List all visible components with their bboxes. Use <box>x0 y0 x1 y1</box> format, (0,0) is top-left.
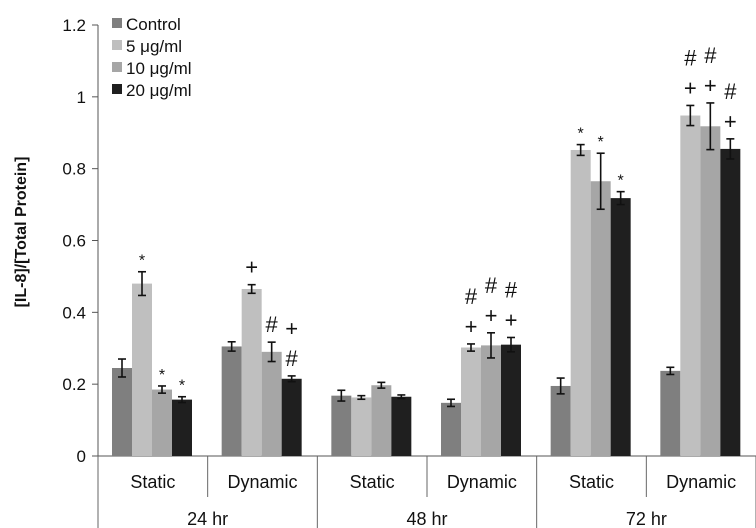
significance-plus: + <box>724 109 737 134</box>
bar <box>281 378 302 456</box>
bar <box>241 288 262 456</box>
category-label: Static <box>130 472 175 492</box>
y-tick-label: 0.8 <box>62 160 86 179</box>
y-tick-label: 1.2 <box>62 16 86 35</box>
group-label: 48 hr <box>406 509 447 528</box>
y-tick-label: 1 <box>77 88 86 107</box>
significance-star: * <box>578 126 584 143</box>
bar <box>680 115 701 456</box>
y-tick-label: 0.4 <box>62 303 86 322</box>
significance-plus: + <box>245 255 258 280</box>
legend-swatch <box>112 84 122 94</box>
legend-entry: 5 μg/ml <box>126 37 182 56</box>
bar <box>570 149 591 457</box>
bar <box>610 198 631 456</box>
bar <box>501 344 521 456</box>
significance-plus: + <box>485 303 498 328</box>
category-label: Dynamic <box>227 472 297 492</box>
bar <box>700 126 721 456</box>
significance-hash: # <box>485 273 498 298</box>
bar <box>261 351 282 456</box>
legend-swatch <box>112 40 122 50</box>
bar <box>550 385 571 456</box>
category-label: Static <box>569 472 614 492</box>
significance-hash: # <box>465 284 478 309</box>
bar <box>351 397 372 456</box>
significance-star: * <box>179 378 185 395</box>
legend-entry: 10 μg/ml <box>126 59 192 78</box>
significance-plus: + <box>285 316 298 341</box>
bar <box>221 346 242 456</box>
bar <box>112 368 132 456</box>
significance-plus: + <box>505 307 518 332</box>
significance-hash: # <box>724 79 737 104</box>
bar <box>590 181 611 457</box>
y-tick-label: 0.6 <box>62 232 86 251</box>
bar <box>371 385 392 456</box>
significance-hash: # <box>266 312 279 337</box>
significance-plus: + <box>704 73 717 98</box>
legend-swatch <box>112 18 122 28</box>
y-tick-label: 0.2 <box>62 375 86 394</box>
category-label: Static <box>350 472 395 492</box>
significance-star: * <box>598 134 604 151</box>
significance-star: * <box>618 173 624 190</box>
significance-hash: # <box>505 277 518 302</box>
significance-star: * <box>159 367 165 384</box>
bar <box>172 399 192 456</box>
y-tick-label: 0 <box>77 447 86 466</box>
significance-hash: # <box>704 43 717 68</box>
legend-swatch <box>112 62 122 72</box>
y-axis-label: [IL-8]/[Total Protein] <box>13 157 30 308</box>
significance-plus: + <box>684 75 697 100</box>
significance-hash: # <box>684 45 697 70</box>
bar <box>441 402 461 456</box>
significance-hash: # <box>286 346 299 371</box>
bars <box>112 102 741 457</box>
bar <box>660 370 681 456</box>
bar <box>461 347 481 456</box>
axes: 0 0.2 0.4 0.6 0.8 1 1.2 Static Dynamic Static Dyna… <box>62 16 756 528</box>
group-label: 24 hr <box>187 509 228 528</box>
bar <box>132 283 152 456</box>
legend-entry: Control <box>126 15 181 34</box>
significance-star: * <box>139 253 145 270</box>
bar <box>152 389 172 456</box>
bar <box>720 148 741 456</box>
significance-plus: + <box>465 314 478 339</box>
annotations: * ++#*+#*# +#*+#*#+ +#*+# <box>139 43 737 395</box>
legend: Control 5 μg/ml 10 μg/ml 20 μg/ml <box>112 15 192 100</box>
group-label: 72 hr <box>626 509 667 528</box>
category-label: Dynamic <box>447 472 517 492</box>
bar <box>481 345 501 456</box>
category-label: Dynamic <box>666 472 736 492</box>
bar <box>331 395 352 456</box>
legend-entry: 20 μg/ml <box>126 81 192 100</box>
bar <box>391 396 412 456</box>
